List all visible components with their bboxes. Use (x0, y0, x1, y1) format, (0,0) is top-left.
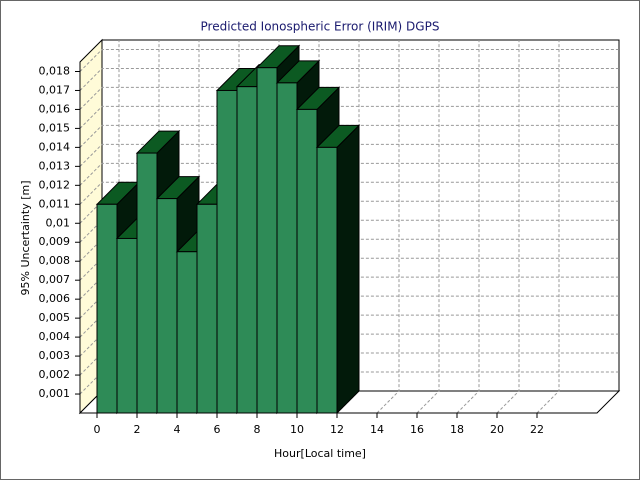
x-tick-label: 14 (370, 423, 384, 436)
grid-line (416, 40, 440, 414)
grid-line (376, 40, 400, 414)
grid-line (79, 162, 619, 186)
y-tick-label: 0,006 (39, 292, 71, 305)
bar-front (96, 203, 118, 414)
y-tick-label: 0,008 (39, 254, 71, 267)
y-tick-label: 0,007 (39, 273, 71, 286)
bar-front (136, 152, 158, 414)
y-tick-label: 0,012 (39, 178, 71, 191)
y-tick-label: 0,002 (39, 368, 71, 381)
y-tick-label: 0,015 (39, 121, 71, 134)
bar-front (296, 108, 318, 414)
bar-front (176, 251, 198, 414)
y-tick-label: 0,013 (39, 159, 71, 172)
x-tick-label: 8 (254, 423, 261, 436)
x-tick-label: 16 (410, 423, 424, 436)
bar (315, 124, 361, 415)
y-tick-label: 0,01 (46, 216, 71, 229)
bar-front (116, 237, 138, 414)
grid-line (79, 124, 619, 148)
y-tick-label: 0,018 (39, 64, 71, 77)
x-tick-label: 22 (530, 423, 544, 436)
y-tick-label: 0,011 (39, 197, 71, 210)
bar-front (276, 82, 298, 414)
y-tick-label: 0,004 (39, 330, 71, 343)
y-tick-label: 0,014 (39, 140, 71, 153)
chart-title: Predicted Ionospheric Error (IRIM) DGPS (201, 20, 440, 34)
bar-front (316, 146, 338, 414)
plot: 0,001 0,002 0,003 0,004 0,005 0,006 0,007 0,008… (39, 38, 621, 436)
x-axis-label: Hour[Local time] (274, 447, 366, 460)
bar-front (236, 86, 258, 414)
grid-line (79, 67, 619, 91)
grid-line (496, 40, 520, 414)
y-tick-label: 0,003 (39, 349, 71, 362)
grid-line (456, 40, 480, 414)
y-tick-label: 0,005 (39, 311, 71, 324)
x-tick-label: 20 (490, 423, 504, 436)
bar-side (336, 124, 360, 415)
x-tick-label: 4 (174, 423, 181, 436)
grid-line (79, 143, 619, 167)
grid-line (79, 86, 619, 110)
bar-front (156, 198, 178, 414)
bar-front (256, 67, 278, 414)
y-axis-label: 95% Uncertainty [m] (19, 180, 32, 295)
grid-line (79, 105, 619, 129)
x-tick-label: 6 (214, 423, 221, 436)
y-tick-label: 0,016 (39, 102, 71, 115)
grid-line (79, 48, 619, 72)
x-tick-label: 0 (94, 423, 101, 436)
grid-line (536, 40, 560, 414)
x-tick-label: 18 (450, 423, 464, 436)
y-tick-label: 0,017 (39, 83, 71, 96)
bar-front (196, 203, 218, 414)
x-tick-label: 10 (290, 423, 304, 436)
grid-line (79, 181, 619, 205)
x-tick-label: 12 (330, 423, 344, 436)
y-tick-label: 0,001 (39, 387, 71, 400)
x-tick-label: 2 (134, 423, 141, 436)
bar-front (216, 89, 238, 414)
y-tick-label: 0,009 (39, 235, 71, 248)
